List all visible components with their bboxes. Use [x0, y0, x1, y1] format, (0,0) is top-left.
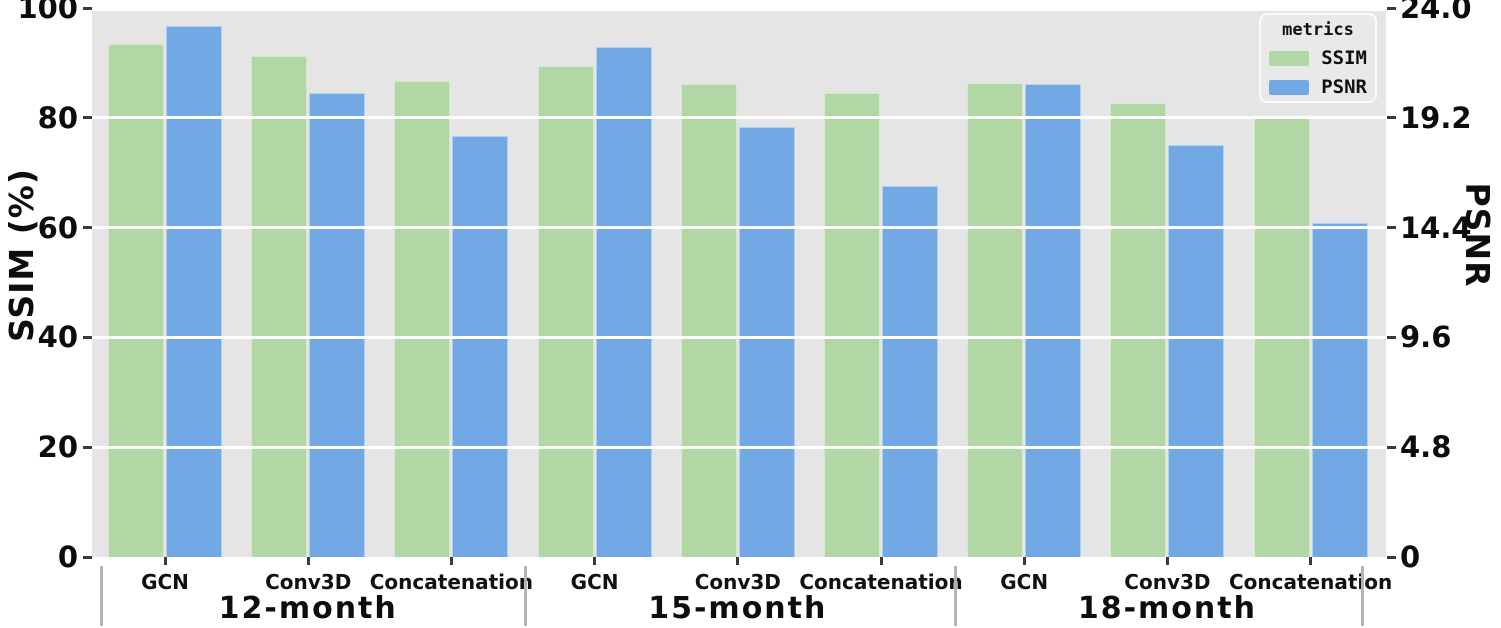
- right-tick-label-14.4: 14.4: [1400, 210, 1472, 245]
- x-tick-18-month-Concatenation: [1309, 557, 1313, 565]
- psnr-bar-15-month-Concatenation: [882, 186, 938, 557]
- right-tick-4.8: [1387, 445, 1396, 449]
- group-label-12-month: 12-month: [218, 591, 398, 626]
- x-tick-15-month-Concatenation: [879, 557, 883, 565]
- gridline-100: [92, 8, 1386, 11]
- left-tick-label-20: 20: [37, 430, 78, 465]
- left-tick-60: [83, 226, 92, 230]
- ssim-bar-15-month-GCN: [537, 66, 594, 557]
- ssim-bar-12-month-Conv3D: [251, 56, 308, 557]
- psnr-bar-18-month-GCN: [1025, 83, 1082, 557]
- right-tick-label-0: 0: [1400, 540, 1421, 574]
- right-tick-24: [1387, 6, 1396, 10]
- psnr-bar-15-month-Conv3D: [738, 126, 795, 557]
- left-tick-label-100: 100: [17, 0, 78, 25]
- x-tick-18-month-GCN: [1022, 557, 1026, 565]
- x-tick-label-18-month-GCN: GCN: [1000, 570, 1049, 594]
- x-tick-label-15-month-Concatenation: Concatenation: [799, 570, 963, 594]
- left-tick-label-40: 40: [37, 320, 78, 355]
- right-tick-9.6: [1387, 335, 1396, 339]
- ssim-bar-18-month-GCN: [967, 83, 1024, 557]
- psnr-bar-12-month-GCN: [166, 26, 222, 557]
- legend-row-ssim: SSIM: [1269, 47, 1367, 69]
- left-tick-80: [83, 116, 92, 120]
- x-tick-label-15-month-GCN: GCN: [570, 570, 619, 594]
- x-tick-label-15-month-Conv3D: Conv3D: [694, 570, 781, 594]
- right-tick-label-24: 24.0: [1400, 0, 1472, 25]
- x-tick-12-month-GCN: [163, 557, 167, 565]
- group-divider-2: [953, 566, 957, 626]
- left-axis-title: SSIM (%): [2, 168, 41, 342]
- x-tick-18-month-Conv3D: [1165, 557, 1169, 565]
- x-tick-12-month-Conv3D: [306, 557, 310, 565]
- plot-area: [92, 8, 1386, 557]
- x-tick-label-12-month-Concatenation: Concatenation: [369, 570, 534, 594]
- psnr-swatch-icon: [1269, 79, 1309, 95]
- right-axis-title: PSNR: [1458, 182, 1497, 288]
- x-tick-15-month-Conv3D: [736, 557, 740, 565]
- x-tick-15-month-GCN: [593, 557, 597, 565]
- group-label-18-month: 18-month: [1077, 591, 1257, 626]
- left-tick-40: [83, 335, 92, 339]
- left-tick-20: [83, 445, 92, 449]
- legend-label-psnr: PSNR: [1321, 76, 1367, 98]
- gridline-20: [92, 445, 1386, 449]
- ssim-swatch-icon: [1269, 50, 1309, 66]
- ssim-bar-12-month-Concatenation: [394, 81, 451, 557]
- gridline-40: [92, 335, 1386, 339]
- right-tick-label-9.6: 9.6: [1400, 320, 1452, 355]
- left-tick-label-0: 0: [57, 540, 78, 574]
- group-label-15-month: 15-month: [648, 591, 828, 626]
- right-tick-19.2: [1387, 116, 1396, 120]
- legend-title: metrics: [1282, 20, 1354, 40]
- right-tick-label-4.8: 4.8: [1400, 430, 1452, 465]
- psnr-bar-12-month-Concatenation: [452, 136, 509, 557]
- legend: metrics SSIM PSNR: [1259, 13, 1377, 103]
- x-tick-label-18-month-Conv3D: Conv3D: [1124, 570, 1211, 594]
- left-tick-100: [83, 6, 92, 10]
- psnr-bar-12-month-Conv3D: [309, 92, 366, 557]
- left-tick-label-80: 80: [37, 100, 78, 135]
- ssim-bar-15-month-Concatenation: [824, 93, 880, 557]
- right-tick-0: [1387, 555, 1396, 559]
- x-tick-label-18-month-Concatenation: Concatenation: [1228, 570, 1393, 594]
- x-tick-12-month-Concatenation: [449, 557, 453, 565]
- ssim-bar-12-month-GCN: [108, 43, 164, 557]
- group-divider-3: [1361, 566, 1364, 626]
- psnr-bar-18-month-Concatenation: [1311, 223, 1368, 557]
- x-tick-label-12-month-Conv3D: Conv3D: [265, 570, 352, 594]
- left-tick-0: [83, 555, 92, 559]
- right-tick-label-19.2: 19.2: [1400, 100, 1472, 135]
- gridline-80: [92, 116, 1386, 120]
- right-tick-14.4: [1387, 226, 1396, 230]
- psnr-bar-18-month-Conv3D: [1168, 145, 1225, 557]
- x-tick-label-12-month-GCN: GCN: [141, 570, 189, 594]
- group-divider-1: [523, 566, 527, 626]
- legend-label-ssim: SSIM: [1321, 47, 1367, 69]
- psnr-bar-15-month-GCN: [595, 46, 652, 557]
- group-divider-0: [100, 566, 103, 626]
- legend-row-psnr: PSNR: [1269, 76, 1367, 98]
- ssim-bar-15-month-Conv3D: [680, 83, 737, 557]
- gridline-60: [92, 226, 1386, 230]
- left-tick-label-60: 60: [37, 210, 78, 245]
- ssim-bar-18-month-Conv3D: [1110, 102, 1167, 557]
